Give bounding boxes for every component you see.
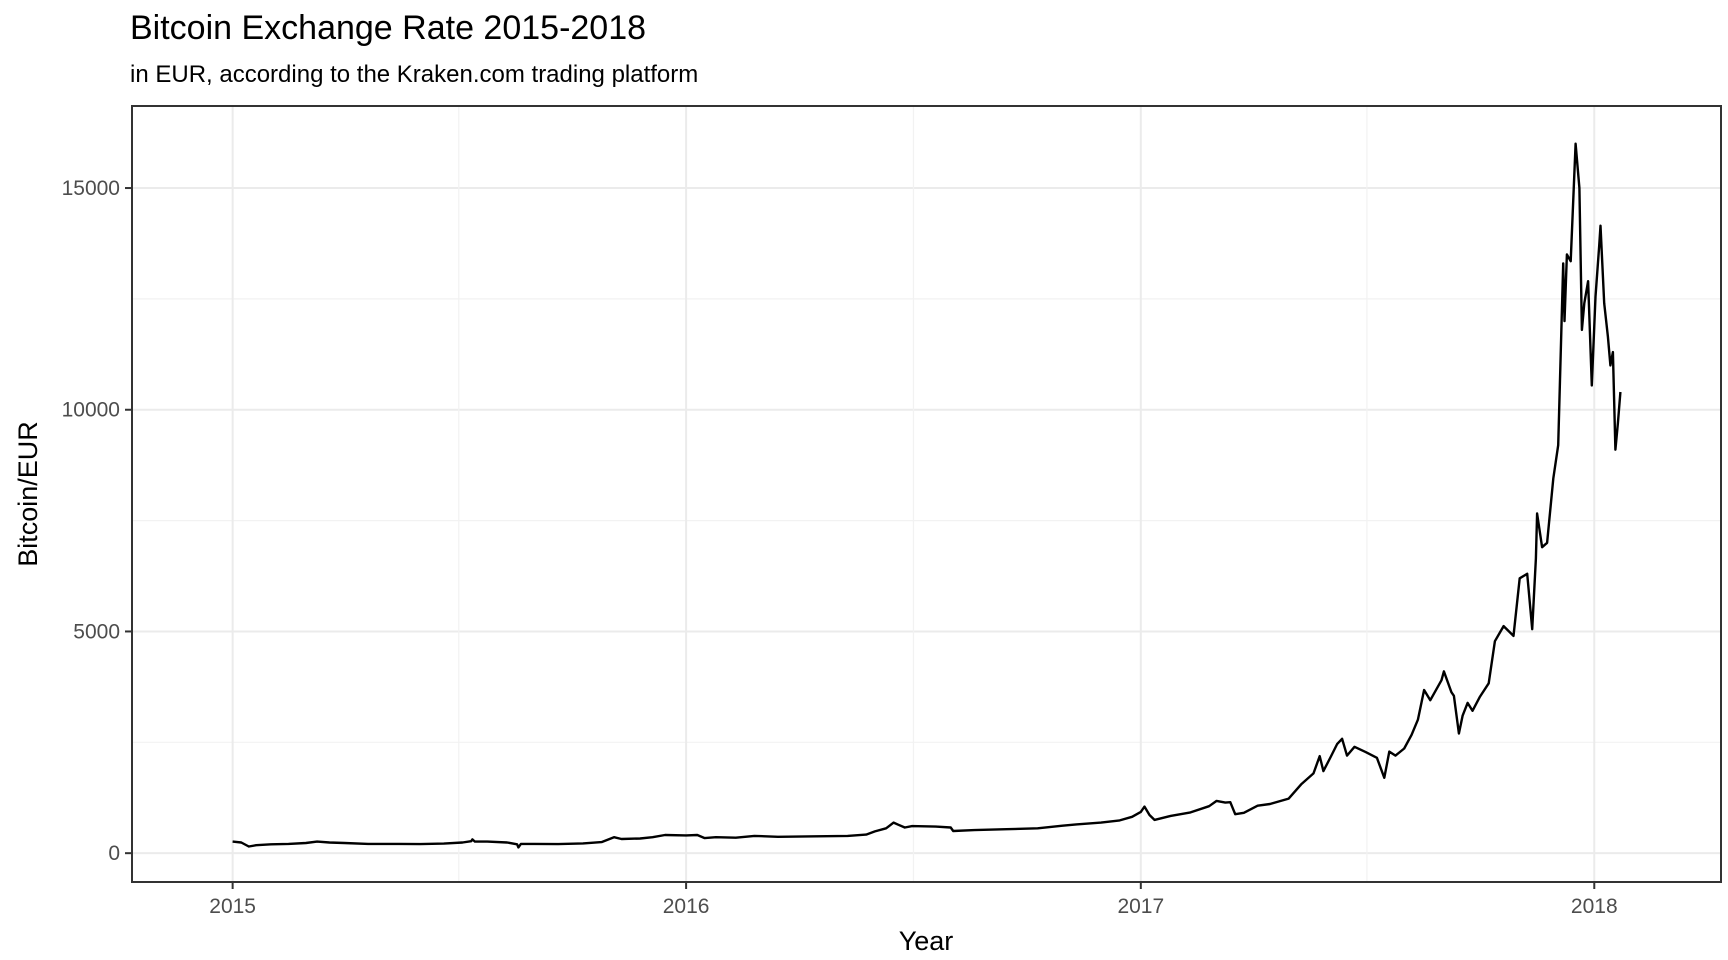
y-axis-title: Bitcoin/EUR xyxy=(13,421,43,567)
x-tick-label: 2017 xyxy=(1117,895,1164,918)
y-tick-label: 15000 xyxy=(62,177,120,200)
y-tick-label: 10000 xyxy=(62,399,120,422)
plot-panel-border xyxy=(131,105,1722,883)
grid-lines xyxy=(132,106,1721,882)
chart-subtitle: in EUR, according to the Kraken.com trad… xyxy=(130,61,699,88)
y-tick-label: 5000 xyxy=(73,620,120,643)
chart-title: Bitcoin Exchange Rate 2015-2018 xyxy=(130,9,647,47)
y-tick-label: 0 xyxy=(108,842,120,865)
x-tick-label: 2018 xyxy=(1571,895,1618,918)
series-layer xyxy=(232,142,1622,849)
series-line xyxy=(232,142,1622,849)
x-axis-title: Year xyxy=(899,926,954,956)
x-tick-label: 2015 xyxy=(209,895,256,918)
plot-background xyxy=(132,106,1721,882)
y-axis: 0 5000 10000 15000 xyxy=(62,177,132,865)
x-axis: 2015 2016 2017 2018 xyxy=(209,882,1618,918)
x-tick-label: 2016 xyxy=(663,895,710,918)
